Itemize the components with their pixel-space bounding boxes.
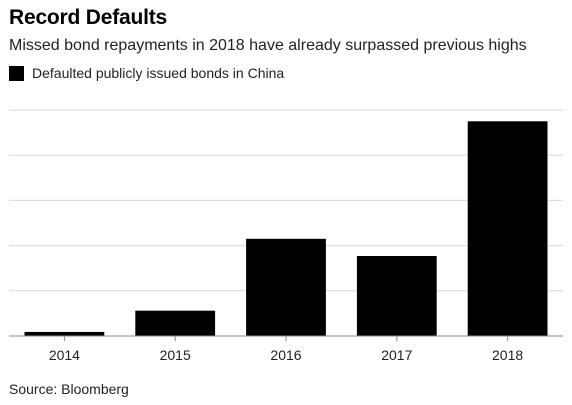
bar-2017: [356, 255, 437, 336]
legend: Defaulted publicly issued bonds in China: [9, 65, 284, 81]
legend-label: Defaulted publicly issued bonds in China: [32, 65, 285, 81]
x-tick-label-2014: 2014: [49, 347, 80, 363]
x-tick-label-2015: 2015: [160, 347, 191, 363]
chart-title: Record Defaults: [9, 6, 168, 29]
bar-2015: [135, 310, 216, 336]
source-note: Source: Bloomberg: [9, 381, 129, 397]
bar-2014: [24, 331, 105, 336]
legend-swatch: [9, 65, 24, 81]
x-tick-label-2017: 2017: [381, 347, 412, 363]
x-tick-label-2016: 2016: [270, 347, 301, 363]
bar-2018: [467, 121, 548, 336]
bar-2016: [246, 238, 326, 336]
x-tick-label-2018: 2018: [492, 347, 523, 363]
chart-subtitle: Missed bond repayments in 2018 have alre…: [9, 37, 527, 54]
